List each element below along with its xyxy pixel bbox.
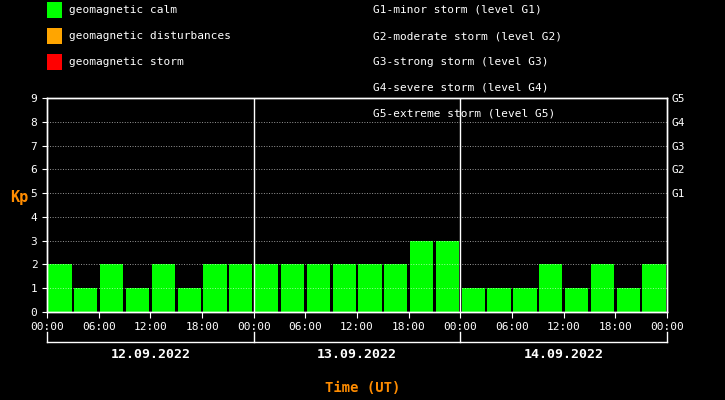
Bar [204, 264, 227, 312]
Bar [126, 288, 149, 312]
Bar [49, 264, 72, 312]
Bar [591, 264, 614, 312]
Bar [617, 288, 640, 312]
Bar [436, 241, 459, 312]
Bar [410, 241, 434, 312]
Bar [333, 264, 356, 312]
Bar [178, 288, 201, 312]
Text: 13.09.2022: 13.09.2022 [317, 348, 397, 360]
Text: G1-minor storm (level G1): G1-minor storm (level G1) [373, 5, 542, 15]
Bar [100, 264, 123, 312]
Text: G4-severe storm (level G4): G4-severe storm (level G4) [373, 83, 549, 93]
Bar [74, 288, 97, 312]
Bar [539, 264, 563, 312]
Bar [307, 264, 330, 312]
Bar [462, 288, 485, 312]
Bar [358, 264, 381, 312]
Bar [152, 264, 175, 312]
Bar [384, 264, 407, 312]
Bar [229, 264, 252, 312]
Text: G5-extreme storm (level G5): G5-extreme storm (level G5) [373, 109, 555, 119]
Text: G3-strong storm (level G3): G3-strong storm (level G3) [373, 57, 549, 67]
Y-axis label: Kp: Kp [10, 190, 29, 205]
Bar [513, 288, 536, 312]
Bar [565, 288, 588, 312]
Text: Time (UT): Time (UT) [325, 381, 400, 395]
Text: geomagnetic storm: geomagnetic storm [69, 57, 183, 67]
Text: 12.09.2022: 12.09.2022 [110, 348, 191, 360]
Text: 14.09.2022: 14.09.2022 [523, 348, 604, 360]
Bar [255, 264, 278, 312]
Bar [281, 264, 304, 312]
Bar [642, 264, 666, 312]
Text: geomagnetic calm: geomagnetic calm [69, 5, 177, 15]
Text: geomagnetic disturbances: geomagnetic disturbances [69, 31, 231, 41]
Bar [487, 288, 510, 312]
Text: G2-moderate storm (level G2): G2-moderate storm (level G2) [373, 31, 563, 41]
